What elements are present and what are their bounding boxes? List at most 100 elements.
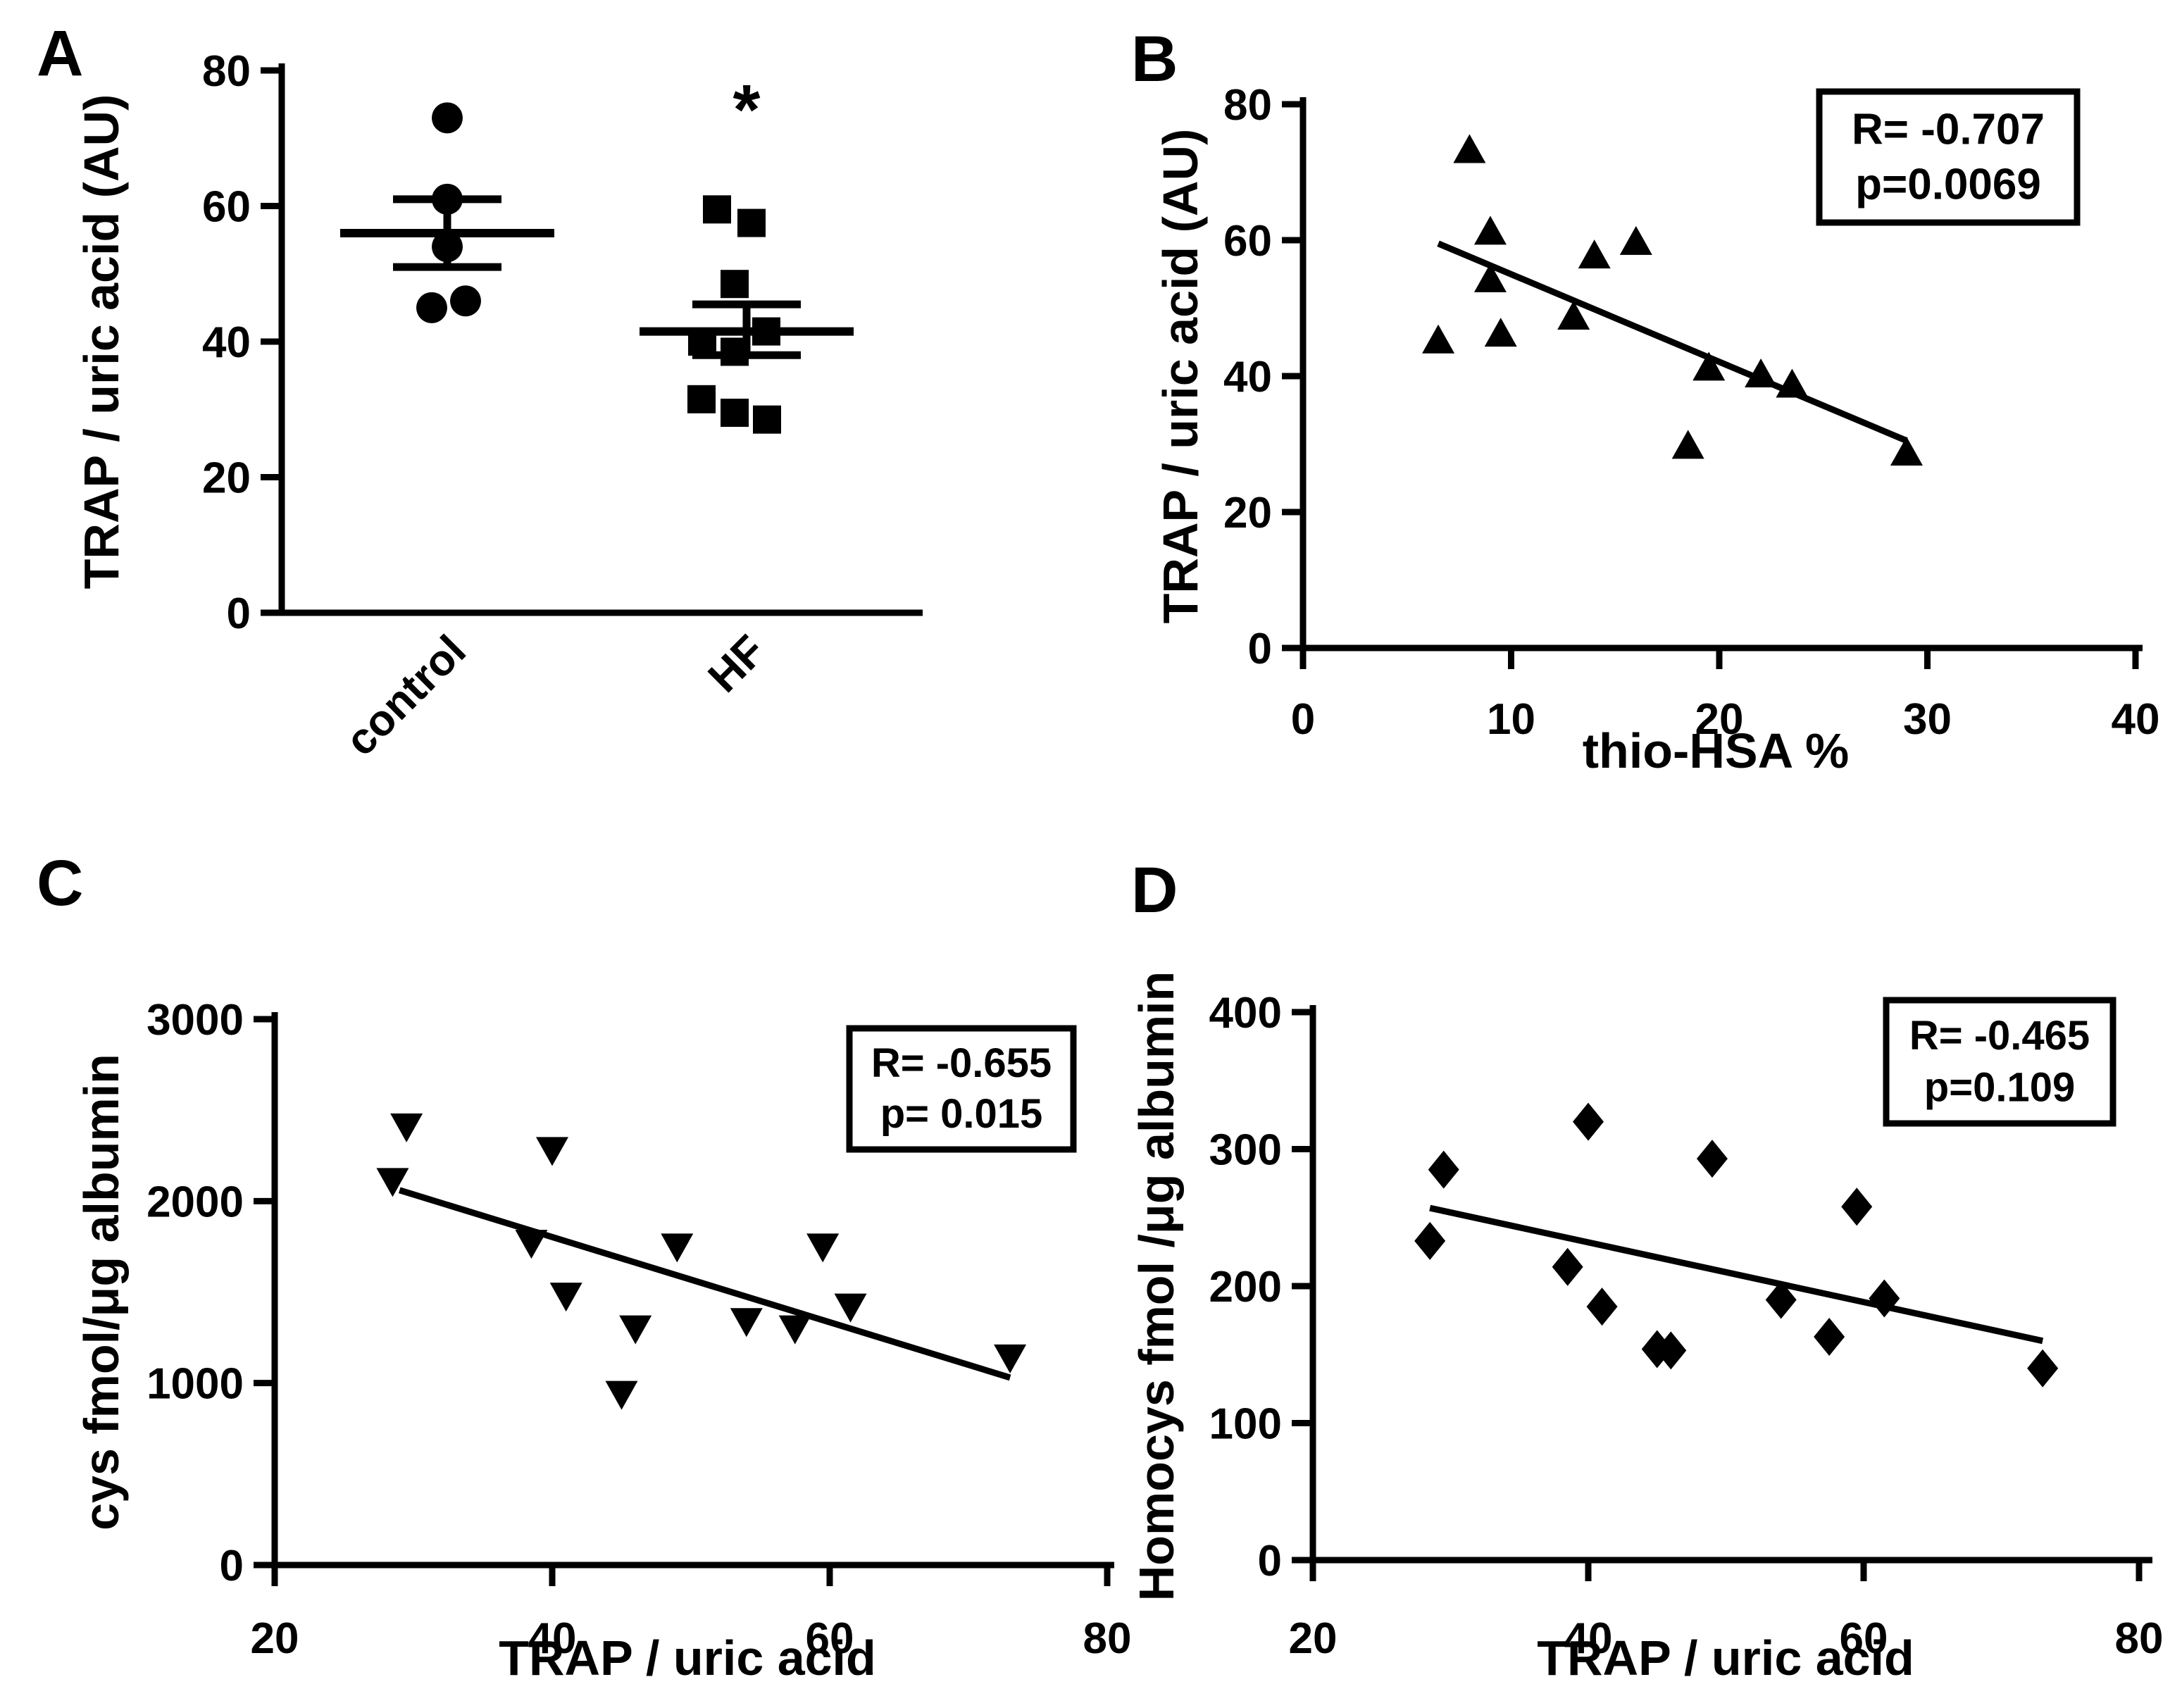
- y-tick-label: 80: [202, 47, 251, 96]
- data-point-diamond: [1765, 1280, 1797, 1319]
- stats-legend-box: [846, 1025, 1077, 1153]
- stat-r-value: R= -0.707: [1852, 105, 2045, 154]
- data-point-triangle-down: [536, 1137, 568, 1166]
- x-tick-label: 10: [1487, 695, 1535, 744]
- panel-label-c: C: [37, 847, 84, 919]
- panel-label-a: A: [37, 18, 84, 89]
- x-tick-label: 30: [1903, 695, 1952, 744]
- y-tick-label: 300: [1209, 1126, 1282, 1175]
- panel-a-axes: 0 20 40 60 80: [202, 47, 923, 638]
- data-points: [687, 195, 781, 434]
- y-axis-title: cys fmol/μg albumin: [74, 1054, 129, 1531]
- data-point-circle: [432, 102, 463, 134]
- panel-d: 0 100 200 300 400 20 40 60 80 Homocys fmol /μg al…: [1129, 971, 2163, 1685]
- stat-p-value: p= 0.015: [880, 1091, 1043, 1137]
- x-tick-label: 0: [1291, 695, 1315, 744]
- panel-label-d: D: [1131, 854, 1178, 926]
- x-tick-label: 20: [251, 1614, 299, 1663]
- y-tick-label: 80: [1223, 81, 1272, 130]
- data-point-diamond: [1552, 1247, 1583, 1286]
- data-point-square: [703, 195, 731, 224]
- data-point-triangle-up: [1557, 300, 1590, 330]
- data-point-triangle-down: [619, 1315, 652, 1345]
- stat-r-value: R= -0.465: [1909, 1013, 2090, 1059]
- x-tick-label: 40: [528, 1614, 577, 1663]
- x-tick-label: 80: [2115, 1614, 2164, 1663]
- regression-line: [1437, 240, 1908, 444]
- data-points: [416, 102, 481, 323]
- data-points: [1422, 134, 1923, 466]
- data-point-triangle-up: [1671, 430, 1704, 459]
- y-tick-label: 0: [227, 590, 251, 638]
- data-point-triangle-down: [994, 1344, 1027, 1373]
- stats-legend: R= -0.655 p= 0.015: [846, 1025, 1077, 1153]
- y-axis-title: TRAP / uric acid (AU): [1153, 129, 1208, 624]
- data-point-triangle-up: [1422, 324, 1455, 354]
- data-point-square: [721, 399, 749, 428]
- mean-sem: [340, 195, 554, 271]
- y-tick-label: 100: [1209, 1400, 1282, 1449]
- data-point-diamond: [2027, 1349, 2059, 1388]
- data-point-triangle-up: [1578, 239, 1611, 269]
- data-point-triangle-down: [730, 1308, 763, 1338]
- stats-legend: R= -0.707 p=0.0069: [1816, 88, 2081, 226]
- significance-star: *: [733, 70, 761, 149]
- category-label: control: [337, 626, 475, 765]
- data-point-diamond: [1869, 1279, 1900, 1318]
- group-hf: HF *: [640, 70, 854, 702]
- data-point-square: [687, 385, 716, 413]
- data-point-triangle-down: [549, 1283, 582, 1312]
- stats-legend: R= -0.465 p=0.109: [1883, 997, 2116, 1127]
- data-point-triangle-down: [390, 1113, 423, 1142]
- y-tick-label: 40: [202, 318, 251, 367]
- data-point-circle: [416, 292, 447, 323]
- stats-legend-box: [1816, 88, 2081, 226]
- y-tick-label: 0: [220, 1542, 244, 1590]
- data-point-triangle-down: [605, 1380, 638, 1410]
- x-axis-title: TRAP / uric acid: [1537, 1631, 1914, 1685]
- data-point-diamond: [1586, 1288, 1618, 1326]
- y-axis-title: Homocys fmol /μg albumin: [1129, 971, 1184, 1602]
- panel-label-b: B: [1131, 23, 1178, 95]
- x-tick-label: 80: [1083, 1614, 1132, 1663]
- data-point-triangle-up: [1473, 216, 1507, 245]
- data-point-diamond: [1428, 1150, 1459, 1189]
- data-point-triangle-up: [1473, 263, 1507, 292]
- y-tick-label: 400: [1209, 989, 1282, 1037]
- x-tick-label: 40: [1564, 1614, 1613, 1663]
- x-tick-label: 60: [806, 1614, 854, 1663]
- data-point-triangle-down: [834, 1293, 867, 1323]
- data-point-triangle-up: [1776, 368, 1809, 398]
- data-point-triangle-down: [515, 1230, 548, 1259]
- data-point-triangle-down: [806, 1233, 840, 1263]
- data-points: [376, 1113, 1027, 1410]
- stats-legend-box: [1883, 997, 2116, 1127]
- data-point-triangle-up: [1890, 436, 1923, 466]
- data-point-square: [721, 270, 749, 299]
- y-tick-label: 60: [202, 183, 251, 232]
- stat-p-value: p=0.109: [1924, 1065, 2075, 1111]
- x-tick-label: 20: [1289, 1614, 1338, 1663]
- data-point-diamond: [1414, 1221, 1446, 1260]
- stat-p-value: p=0.0069: [1855, 161, 2041, 209]
- regression-line: [398, 1187, 1011, 1381]
- panel-c-axes: 0 1000 2000 3000 20 40 60 80: [146, 996, 1131, 1663]
- data-point-triangle-up: [1453, 134, 1486, 163]
- fit-line: [1437, 240, 1908, 444]
- y-tick-label: 0: [1248, 625, 1272, 673]
- panel-b-axes: 0 20 40 60 80 0 10 20 30 40: [1223, 81, 2159, 744]
- data-point-diamond: [1841, 1188, 1873, 1226]
- y-tick-label: 1000: [146, 1360, 244, 1409]
- y-tick-label: 200: [1209, 1263, 1282, 1311]
- fit-line: [1429, 1204, 2044, 1345]
- data-point-square: [753, 405, 781, 434]
- x-tick-label: 40: [2112, 695, 2160, 744]
- y-tick-label: 60: [1223, 217, 1272, 266]
- data-point-diamond: [1696, 1140, 1728, 1178]
- data-point-triangle-down: [778, 1315, 811, 1345]
- data-point-triangle-up: [1484, 318, 1517, 347]
- panel-b: 0 20 40 60 80 0 10 20 30 40 TRAP / uric acid (AU) t…: [1153, 81, 2159, 778]
- data-point-circle: [450, 285, 481, 317]
- y-tick-label: 20: [1223, 489, 1272, 537]
